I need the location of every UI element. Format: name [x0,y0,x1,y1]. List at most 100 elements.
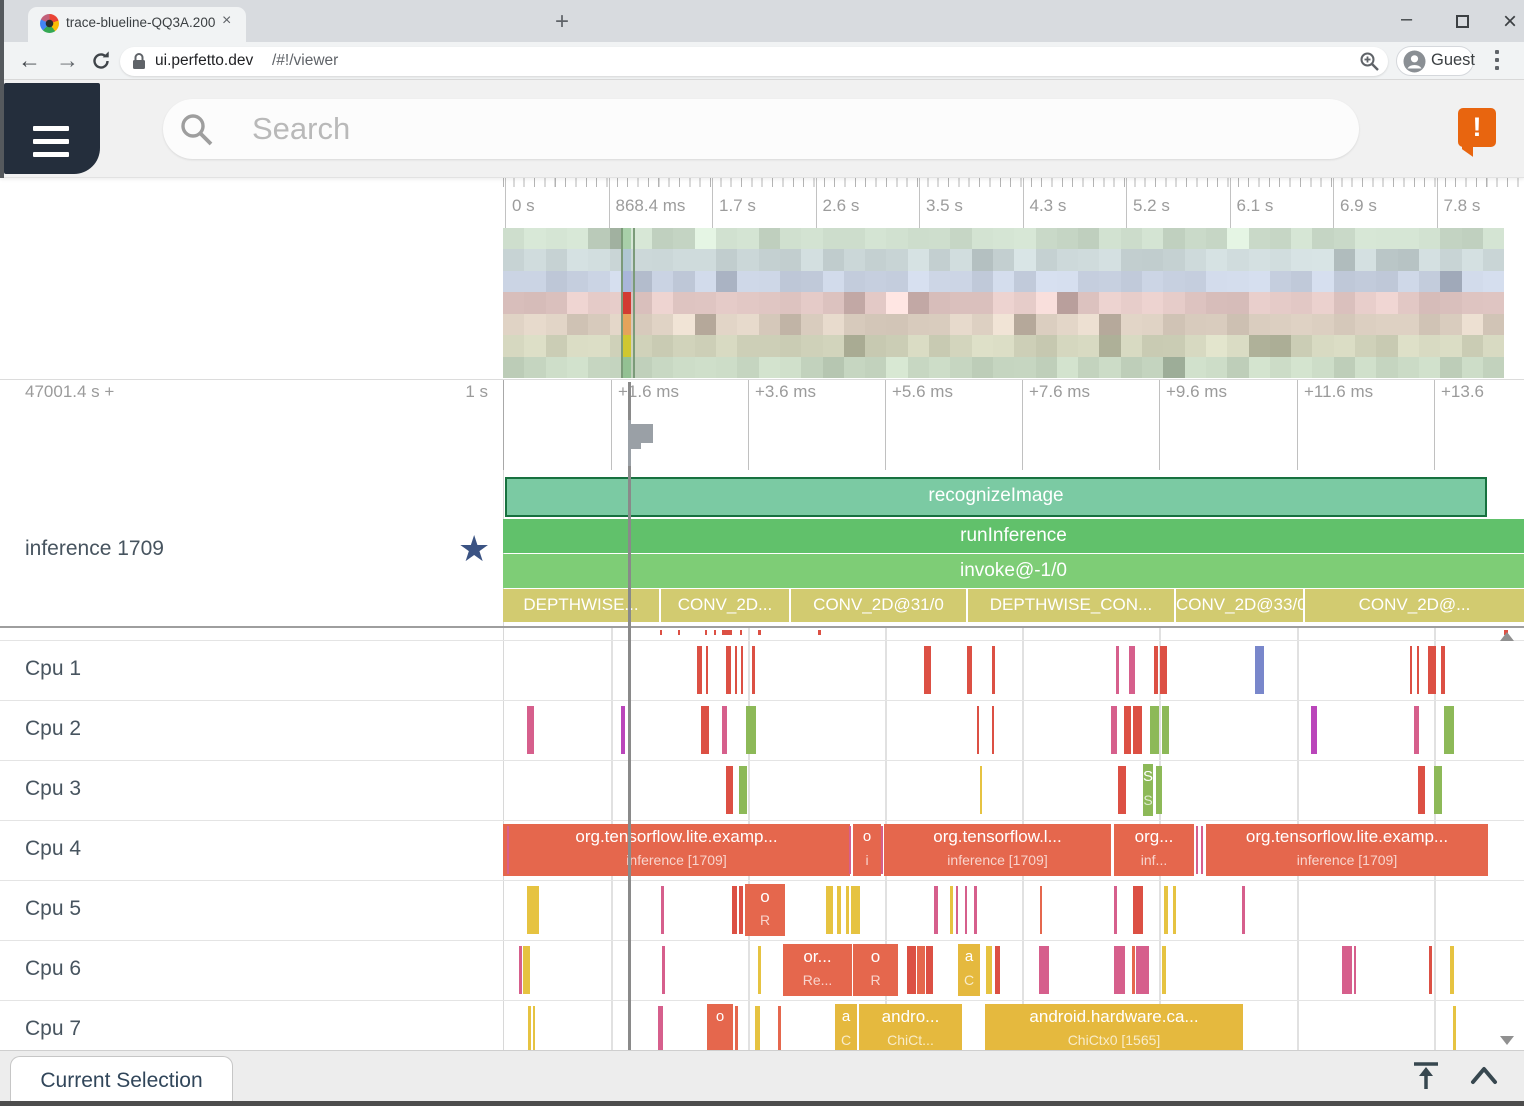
minimap-cell[interactable] [843,292,866,314]
cpu-named-slice[interactable]: android.hardware.ca... ChiCtx0 [1565] [985,1004,1243,1056]
minimap-cell[interactable] [1312,356,1334,379]
cpu-slice-bar[interactable] [778,1006,781,1054]
minimap-cell[interactable] [886,313,908,336]
cpu-slice-bar[interactable] [965,886,967,934]
minimap-cell[interactable] [907,228,930,250]
minimap-cell[interactable] [1333,335,1356,357]
minimap-cell[interactable] [1163,335,1185,357]
minimap-cell[interactable] [971,356,993,379]
minimap-cell[interactable] [1461,249,1483,271]
slice-conv[interactable]: DEPTHWISE_CON... [968,589,1174,622]
minimap-cell[interactable] [1397,292,1419,314]
minimap-cell[interactable] [503,270,525,293]
minimap-cell[interactable] [503,313,525,336]
minimap-cell[interactable] [1291,228,1313,250]
minimap-cell[interactable] [822,356,844,379]
cpu-slice-bar[interactable] [752,646,755,694]
minimap-cell[interactable] [1482,270,1505,293]
minimap-cell[interactable] [1035,249,1057,271]
minimap-cell[interactable] [503,228,525,250]
minimap-cell[interactable] [1333,313,1356,336]
minimap-cell[interactable] [1333,356,1356,379]
cpu-slice-bar[interactable] [1150,706,1159,754]
cpu-slice-bar[interactable] [1428,646,1436,694]
minimap-cell[interactable] [673,292,695,314]
minimap-cell[interactable] [929,313,951,336]
cpu-slice-bar[interactable] [527,886,539,934]
cpu-slice-bar[interactable] [1417,646,1419,694]
minimap-cell[interactable] [524,249,546,271]
cpu-slice-bar[interactable] [1414,706,1419,754]
cpu-slice-bar[interactable] [621,706,625,754]
minimap-cell[interactable] [673,249,695,271]
minimap-cell[interactable] [545,228,567,250]
minimap-cell[interactable] [1440,270,1462,293]
minimap-cell[interactable] [992,228,1015,250]
minimap-cell[interactable] [1184,356,1206,379]
minimap-cell[interactable] [1248,335,1270,357]
minimap-cell[interactable] [992,270,1015,293]
minimap-cell[interactable] [716,356,738,379]
minimap-cell[interactable] [971,249,993,271]
slice-conv[interactable]: CONV_2D... [661,589,789,622]
minimap-cell[interactable] [992,292,1015,314]
minimap-cell[interactable] [503,356,525,379]
minimap-cell[interactable] [1227,313,1249,336]
cpu-slice-bar[interactable] [726,766,733,814]
cpu-slice-bar[interactable] [846,886,849,934]
minimap-cell[interactable] [524,270,546,293]
minimap-cell[interactable] [1056,313,1079,336]
cpu-slice-bar[interactable] [1162,946,1166,994]
minimap-cell[interactable] [865,335,887,357]
minimap-cell[interactable] [1355,292,1377,314]
cpu-slice-bar[interactable] [986,946,992,994]
minimap-cell[interactable] [737,356,759,379]
minimap-cell[interactable] [1269,356,1292,379]
cpu-slice-bar[interactable] [528,1006,531,1054]
cpu-slice-bar[interactable] [1114,886,1117,934]
minimap-cell[interactable] [1227,335,1249,357]
minimap-cell[interactable] [1035,228,1057,250]
minimap-cell[interactable] [1227,228,1249,250]
minimap-cell[interactable] [1333,292,1356,314]
minimap-cell[interactable] [1418,228,1441,250]
cpu-slice-bar[interactable] [1164,886,1168,934]
minimap-cell[interactable] [1163,249,1185,271]
cpu-slice-bar[interactable] [758,946,761,994]
minimap-cell[interactable] [716,313,738,336]
minimap-cell[interactable] [1078,292,1100,314]
minimap-cell[interactable] [1418,356,1441,379]
minimap-cell[interactable] [694,313,717,336]
minimap-cell[interactable] [801,356,823,379]
minimap-cell[interactable] [652,270,674,293]
minimap-cell[interactable] [971,228,993,250]
minimap-cell[interactable] [1376,356,1398,379]
minimap-cell[interactable] [758,335,780,357]
minimap-cell[interactable] [1312,335,1334,357]
minimap-cell[interactable] [652,335,674,357]
minimap-cell[interactable] [1227,356,1249,379]
minimap-cell[interactable] [630,356,653,379]
minimap-cell[interactable] [1482,228,1505,250]
cpu-slice-bar[interactable] [741,646,743,694]
minimap-cell[interactable] [1418,335,1441,357]
minimap-cell[interactable] [950,249,972,271]
cpu-slice-bar[interactable] [732,886,737,934]
tab-close-icon[interactable]: × [222,12,232,29]
minimap-cell[interactable] [950,270,972,293]
minimap-cell[interactable] [1056,356,1079,379]
chevron-up-icon[interactable] [1466,1060,1502,1092]
cpu-slice-bar[interactable] [826,886,833,934]
minimap-cell[interactable] [566,249,589,271]
minimap-cell[interactable] [1014,335,1036,357]
minimap-cell[interactable] [673,228,695,250]
minimap-cell[interactable] [1205,270,1228,293]
minimap-cell[interactable] [1418,313,1441,336]
minimap-cell[interactable] [630,270,653,293]
cpu-slice-bar[interactable] [1450,946,1454,994]
slice-runInference[interactable]: runInference [503,519,1524,553]
minimap-cell[interactable] [652,313,674,336]
cpu-named-slice[interactable]: or... Re... [783,944,852,996]
minimap-cell[interactable] [545,356,567,379]
cpu-slice-bar[interactable] [1132,946,1135,994]
